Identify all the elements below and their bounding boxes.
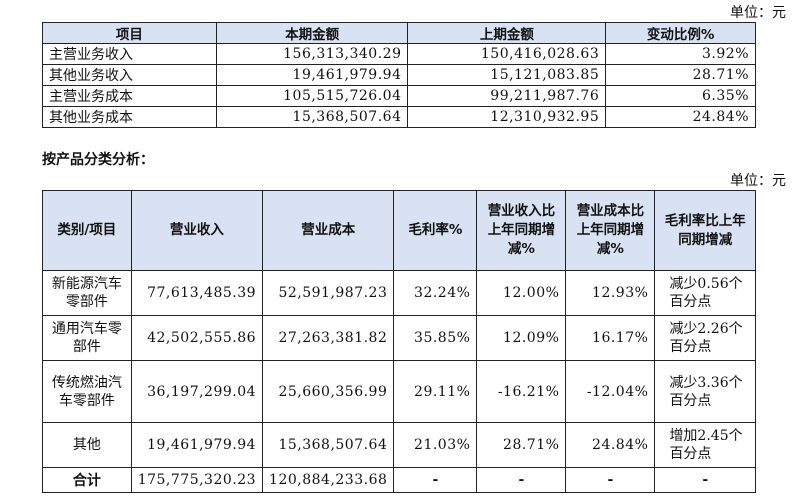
column-header: 上期金额 (407, 22, 607, 44)
cost-change-cell: 16.17% (565, 315, 656, 361)
revenue-change-cell: 12.00% (476, 270, 567, 316)
column-header: 本期金额 (215, 22, 409, 44)
margin-cell: 29.11% (393, 360, 478, 423)
cell-previous: 99,211,987.76 (407, 85, 607, 107)
total-cost: 120,884,233.68 (262, 467, 395, 493)
cell-current: 105,515,726.04 (215, 85, 409, 107)
category-cell: 新能源汽车零部件 (42, 270, 132, 316)
cell-previous: 150,416,028.63 (407, 43, 607, 65)
total-revenue-change: - (476, 467, 567, 493)
column-header: 营业成本 (262, 190, 395, 271)
category-cell: 传统燃油汽车零部件 (42, 360, 132, 423)
revenue-cell: 77,613,485.39 (130, 270, 264, 316)
revenue-cell: 19,461,979.94 (130, 422, 264, 468)
revenue-change-cell: 28.71% (476, 422, 567, 468)
cost-cell: 15,368,507.64 (262, 422, 395, 468)
table-row: 其他 19,461,979.94 15,368,507.64 21.03% 28… (42, 422, 756, 468)
category-cell: 通用汽车零部件 (42, 315, 132, 361)
category-cell: 其他 (42, 422, 132, 468)
cost-change-cell: 12.93% (565, 270, 656, 316)
column-header: 毛利率比上年同期增减 (654, 190, 756, 271)
table-row: 主营业务成本 105,515,726.04 99,211,987.76 6.35… (42, 85, 756, 107)
column-header: 变动比例% (605, 22, 756, 44)
row-label: 主营业务收入 (42, 43, 217, 65)
total-cost-change: - (565, 467, 656, 493)
total-label: 合计 (42, 467, 132, 493)
income-cost-table: 项目 本期金额 上期金额 变动比例% 主营业务收入 156,313,340.29… (42, 22, 756, 128)
row-label: 其他业务成本 (42, 106, 217, 128)
cost-cell: 27,263,381.82 (262, 315, 395, 361)
column-header: 项目 (42, 22, 217, 44)
table-row: 新能源汽车零部件 77,613,485.39 52,591,987.23 32.… (42, 270, 756, 316)
margin-cell: 32.24% (393, 270, 478, 316)
cell-current: 19,461,979.94 (215, 64, 409, 86)
section-title: 按产品分类分析： (42, 152, 154, 168)
row-label: 其他业务收入 (42, 64, 217, 86)
table-header-row: 类别/项目 营业收入 营业成本 毛利率% 营业收入比上年同期增减% 营业成本比上… (42, 190, 756, 271)
column-header: 营业收入比上年同期增减% (476, 190, 567, 271)
cost-change-cell: 24.84% (565, 422, 656, 468)
cell-previous: 12,310,932.95 (407, 106, 607, 128)
row-label: 主营业务成本 (42, 85, 217, 107)
cell-change: 24.84% (605, 106, 756, 128)
margin-change-cell: 增加2.45个百分点 (654, 422, 756, 468)
total-row: 合计 175,775,320.23 120,884,233.68 - - - - (42, 467, 756, 493)
unit-label-product: 单位：元 (730, 173, 786, 189)
cell-change: 28.71% (605, 64, 756, 86)
cell-change: 6.35% (605, 85, 756, 107)
table-row: 主营业务收入 156,313,340.29 150,416,028.63 3.9… (42, 43, 756, 65)
margin-cell: 21.03% (393, 422, 478, 468)
margin-change-cell: 减少2.26个百分点 (654, 315, 756, 361)
revenue-change-cell: 12.09% (476, 315, 567, 361)
revenue-cell: 42,502,555.86 (130, 315, 264, 361)
column-header: 营业成本比上年同期增减% (565, 190, 656, 271)
revenue-change-cell: -16.21% (476, 360, 567, 423)
total-revenue: 175,775,320.23 (130, 467, 264, 493)
column-header: 类别/项目 (42, 190, 132, 271)
margin-change-cell: 减少0.56个百分点 (654, 270, 756, 316)
table-row: 传统燃油汽车零部件 36,197,299.04 25,660,356.99 29… (42, 360, 756, 423)
margin-cell: 35.85% (393, 315, 478, 361)
table-row: 其他业务成本 15,368,507.64 12,310,932.95 24.84… (42, 106, 756, 128)
column-header: 营业收入 (130, 190, 264, 271)
table-header-row: 项目 本期金额 上期金额 变动比例% (42, 22, 756, 44)
unit-label-top: 单位：元 (730, 5, 786, 21)
cell-previous: 15,121,083.85 (407, 64, 607, 86)
margin-change-cell: 减少3.36个百分点 (654, 360, 756, 423)
table-row: 通用汽车零部件 42,502,555.86 27,263,381.82 35.8… (42, 315, 756, 361)
cell-current: 15,368,507.64 (215, 106, 409, 128)
revenue-cell: 36,197,299.04 (130, 360, 264, 423)
cost-cell: 52,591,987.23 (262, 270, 395, 316)
table-row: 其他业务收入 19,461,979.94 15,121,083.85 28.71… (42, 64, 756, 86)
total-margin: - (393, 467, 478, 493)
cell-change: 3.92% (605, 43, 756, 65)
cell-current: 156,313,340.29 (215, 43, 409, 65)
cost-cell: 25,660,356.99 (262, 360, 395, 423)
product-analysis-table: 类别/项目 营业收入 营业成本 毛利率% 营业收入比上年同期增减% 营业成本比上… (42, 190, 756, 493)
total-margin-change: - (654, 467, 756, 493)
cost-change-cell: -12.04% (565, 360, 656, 423)
column-header: 毛利率% (393, 190, 478, 271)
